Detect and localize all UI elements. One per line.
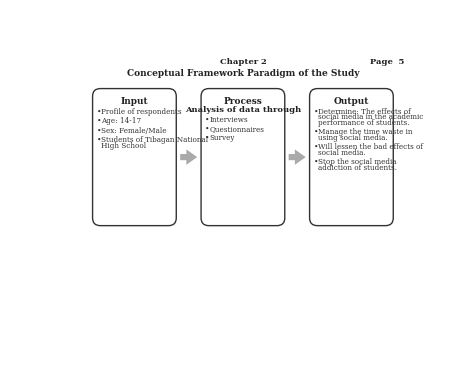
Text: •: • <box>205 116 210 124</box>
Text: social media in the academic: social media in the academic <box>318 113 423 122</box>
Text: social media.: social media. <box>318 149 366 157</box>
Text: Survey: Survey <box>210 134 235 142</box>
FancyBboxPatch shape <box>201 89 285 226</box>
Text: Analysis of data through: Analysis of data through <box>185 105 301 113</box>
Text: •: • <box>313 158 318 166</box>
Text: Output: Output <box>334 97 369 106</box>
Text: Stop the social media: Stop the social media <box>318 158 397 166</box>
Text: •: • <box>205 125 210 133</box>
Text: Students of Tibagan National: Students of Tibagan National <box>101 136 208 144</box>
Text: Age: 14-17: Age: 14-17 <box>101 117 141 125</box>
Text: Input: Input <box>120 97 148 106</box>
Text: High School: High School <box>101 142 146 150</box>
Text: •: • <box>313 143 318 151</box>
Text: •: • <box>313 108 318 116</box>
Text: •: • <box>96 127 101 135</box>
Text: performance of students.: performance of students. <box>318 119 410 127</box>
Text: Manage the time waste in: Manage the time waste in <box>318 128 412 136</box>
FancyBboxPatch shape <box>310 89 393 226</box>
Text: •: • <box>96 108 101 116</box>
Text: Questionnaires: Questionnaires <box>210 125 264 133</box>
Text: Determine: The effects of: Determine: The effects of <box>318 108 411 116</box>
Polygon shape <box>289 149 306 165</box>
Text: Will lessen the bad effects of: Will lessen the bad effects of <box>318 143 423 151</box>
Text: using social media.: using social media. <box>318 134 388 142</box>
Text: •: • <box>96 136 101 144</box>
Text: •: • <box>313 128 318 136</box>
Text: Page  5: Page 5 <box>370 58 404 66</box>
Text: Sex: Female/Male: Sex: Female/Male <box>101 127 166 135</box>
Text: Profile of respondents: Profile of respondents <box>101 108 182 116</box>
Text: Conceptual Framework Paradigm of the Study: Conceptual Framework Paradigm of the Stu… <box>127 68 359 78</box>
Polygon shape <box>180 149 197 165</box>
Text: •: • <box>205 134 210 142</box>
FancyBboxPatch shape <box>92 89 176 226</box>
Text: Chapter 2: Chapter 2 <box>219 58 266 66</box>
Text: •: • <box>96 117 101 125</box>
Text: Process: Process <box>224 97 262 106</box>
Text: Interviews: Interviews <box>210 116 248 124</box>
Text: addiction of students.: addiction of students. <box>318 164 397 172</box>
